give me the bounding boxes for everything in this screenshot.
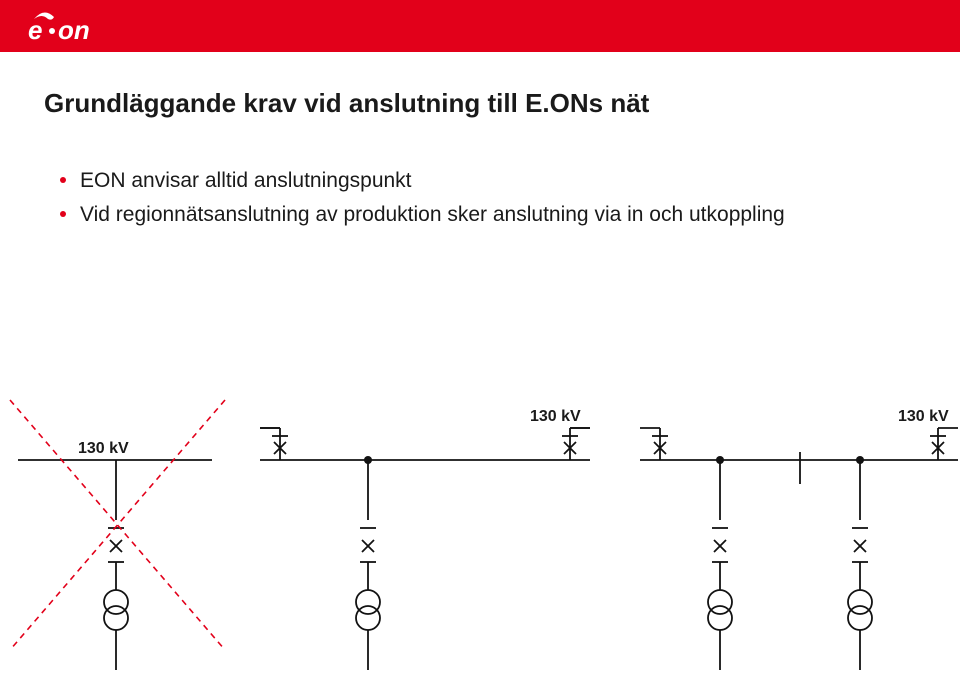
eon-logo: e on — [28, 9, 124, 43]
voltage-label: 130 kV — [530, 408, 581, 426]
svg-text:e: e — [28, 15, 42, 43]
bullet-text: EON anvisar alltid anslutningspunkt — [80, 167, 412, 195]
voltage-label: 130 kV — [898, 408, 949, 426]
bullet-dot — [60, 177, 66, 183]
list-item: EON anvisar alltid anslutningspunkt — [60, 167, 960, 195]
bullet-list: EON anvisar alltid anslutningspunkt Vid … — [60, 167, 960, 230]
page-title: Grundläggande krav vid anslutning till E… — [44, 88, 960, 119]
bullet-text: Vid regionnätsanslutning av produktion s… — [80, 201, 785, 229]
list-item: Vid regionnätsanslutning av produktion s… — [60, 201, 960, 229]
voltage-label: 130 kV — [78, 440, 129, 458]
bullet-dot — [60, 211, 66, 217]
single-line-diagram: 130 kV 130 kV 130 kV — [0, 390, 960, 686]
diagram-svg — [0, 390, 960, 686]
svg-text:on: on — [58, 15, 90, 43]
